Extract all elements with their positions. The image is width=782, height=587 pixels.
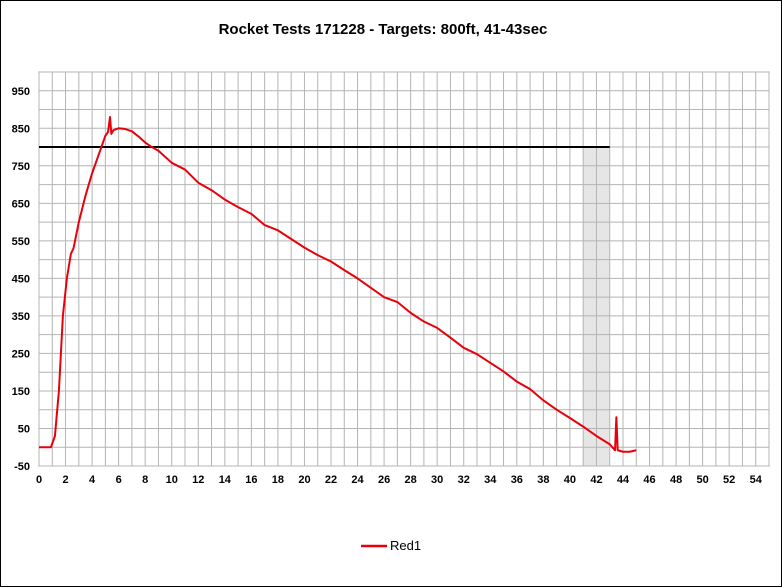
x-tick-label: 14	[219, 474, 232, 486]
y-tick-label: 250	[12, 348, 30, 360]
x-tick-label: 4	[89, 474, 96, 486]
x-tick-label: 40	[564, 474, 576, 486]
y-axis-ticks: -50 50 150 250 350 450 550 650 750 850 950	[12, 86, 30, 473]
y-tick-label: 50	[18, 423, 30, 435]
plot-background	[38, 71, 770, 467]
chart-title: Rocket Tests 171228 - Targets: 800ft, 41…	[219, 21, 548, 38]
x-tick-label: 34	[484, 474, 497, 486]
x-tick-label: 38	[537, 474, 549, 486]
series-layer	[39, 116, 637, 453]
x-tick-label: 50	[697, 474, 709, 486]
y-tick-label: 950	[12, 86, 30, 98]
x-tick-label: 52	[723, 474, 735, 486]
y-tick-label: 850	[12, 123, 30, 135]
y-tick-label: 750	[12, 161, 30, 173]
x-tick-label: 46	[643, 474, 655, 486]
x-tick-label: 6	[116, 474, 122, 486]
grid-lines	[38, 71, 770, 467]
x-tick-label: 30	[431, 474, 443, 486]
x-tick-label: 44	[617, 474, 630, 486]
x-tick-label: 54	[750, 474, 763, 486]
y-tick-label: 150	[12, 386, 30, 398]
y-tick-label: -50	[14, 461, 30, 473]
x-tick-label: 36	[511, 474, 523, 486]
y-tick-label: 550	[12, 236, 30, 248]
y-tick-label: 350	[12, 311, 30, 323]
x-tick-label: 12	[192, 474, 204, 486]
x-tick-label: 32	[458, 474, 470, 486]
x-tick-label: 0	[36, 474, 42, 486]
legend: Red1	[361, 538, 421, 553]
x-tick-label: 22	[325, 474, 337, 486]
x-tick-label: 24	[351, 474, 364, 486]
x-tick-label: 48	[670, 474, 682, 486]
x-tick-label: 42	[590, 474, 602, 486]
x-tick-label: 20	[298, 474, 310, 486]
y-tick-label: 650	[12, 198, 30, 210]
plot-area	[38, 71, 770, 467]
x-tick-label: 28	[405, 474, 417, 486]
x-tick-label: 2	[62, 474, 68, 486]
x-tick-label: 18	[272, 474, 284, 486]
x-tick-label: 26	[378, 474, 390, 486]
series-line-red1	[39, 116, 637, 453]
x-tick-label: 16	[245, 474, 257, 486]
y-tick-label: 450	[12, 273, 30, 285]
x-axis-ticks: 0 2 4 6 8 10 12 14 16 18 20 22 24 26 28 30 32 34 36 38 40 42 4…	[36, 474, 763, 486]
x-tick-label: 10	[166, 474, 178, 486]
x-tick-label: 8	[142, 474, 148, 486]
legend-label-red1: Red1	[390, 538, 421, 553]
